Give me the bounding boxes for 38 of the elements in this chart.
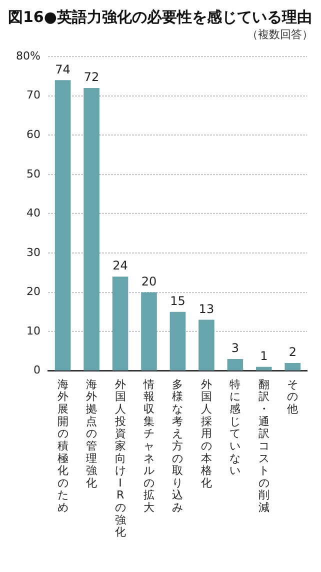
bar — [141, 292, 157, 370]
data-label: 20 — [141, 274, 157, 288]
data-label: 74 — [55, 62, 70, 76]
y-tick-label: 10 — [26, 324, 40, 338]
x-tick-label: その他 — [287, 378, 298, 416]
category-label: 海外展開の積極化のため — [57, 378, 68, 514]
y-tick-label: 80% — [16, 49, 40, 62]
data-label: 72 — [84, 70, 100, 84]
y-tick-label: 40 — [26, 206, 40, 220]
category-label: 海外拠点の管理強化 — [86, 378, 98, 490]
y-tick-label: 50 — [26, 167, 40, 180]
chart-title: 図16●英語力強化の必要性を感じている理由 — [8, 8, 313, 27]
bar — [112, 276, 128, 370]
data-label: 1 — [260, 349, 268, 364]
category-label: 翻訳・通訳コストの削減 — [258, 378, 270, 514]
bar — [227, 359, 244, 370]
category-label: 多様な考え方の取り込み — [172, 378, 184, 514]
y-tick-label: 70 — [26, 88, 40, 102]
data-label: 24 — [112, 258, 128, 273]
bar — [84, 88, 100, 370]
category-label: 情報収集チャネルの拡大 — [143, 378, 154, 514]
bar — [284, 362, 301, 370]
category-label: 外国人投資家向けIRの強化 — [114, 378, 126, 539]
data-label: 3 — [231, 341, 239, 356]
y-tick-label: 30 — [26, 246, 40, 259]
category-label: 外国人採用の本格化 — [200, 378, 212, 490]
x-tick-label: 特に感じていない — [230, 378, 241, 478]
bar — [54, 80, 71, 370]
data-label: 2 — [288, 345, 296, 360]
y-tick-label: 60 — [26, 128, 40, 142]
bar — [170, 312, 186, 370]
bar — [198, 320, 214, 370]
data-label: 13 — [198, 302, 214, 316]
y-tick-label: 0 — [33, 364, 40, 377]
bar — [256, 366, 272, 370]
data-label: 15 — [170, 294, 186, 308]
y-tick-label: 20 — [26, 285, 40, 298]
chart-subtitle: （複数回答） — [246, 27, 313, 42]
